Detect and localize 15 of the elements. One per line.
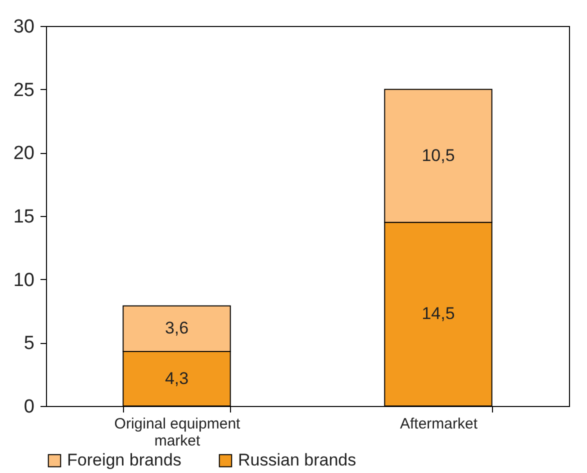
y-tick-label: 15	[13, 206, 34, 228]
y-tick-label: 25	[13, 80, 34, 101]
y-tick-label: 5	[24, 333, 34, 354]
legend-label: Russian brands	[238, 450, 356, 470]
y-tick-label: 30	[13, 16, 34, 38]
data-label: 10,5	[422, 146, 455, 165]
x-tick-label: Original equipment market	[114, 416, 242, 450]
y-tick-label: 10	[13, 270, 34, 291]
legend-label: Foreign brands	[67, 450, 182, 470]
y-tick-label: 0	[24, 396, 34, 418]
y-tick-label: 20	[13, 143, 34, 164]
data-label: 14,5	[422, 304, 455, 324]
x-tick-label: Aftermarket	[400, 416, 478, 432]
data-label: 3,6	[164, 318, 189, 338]
data-label: 4,3	[164, 368, 189, 388]
